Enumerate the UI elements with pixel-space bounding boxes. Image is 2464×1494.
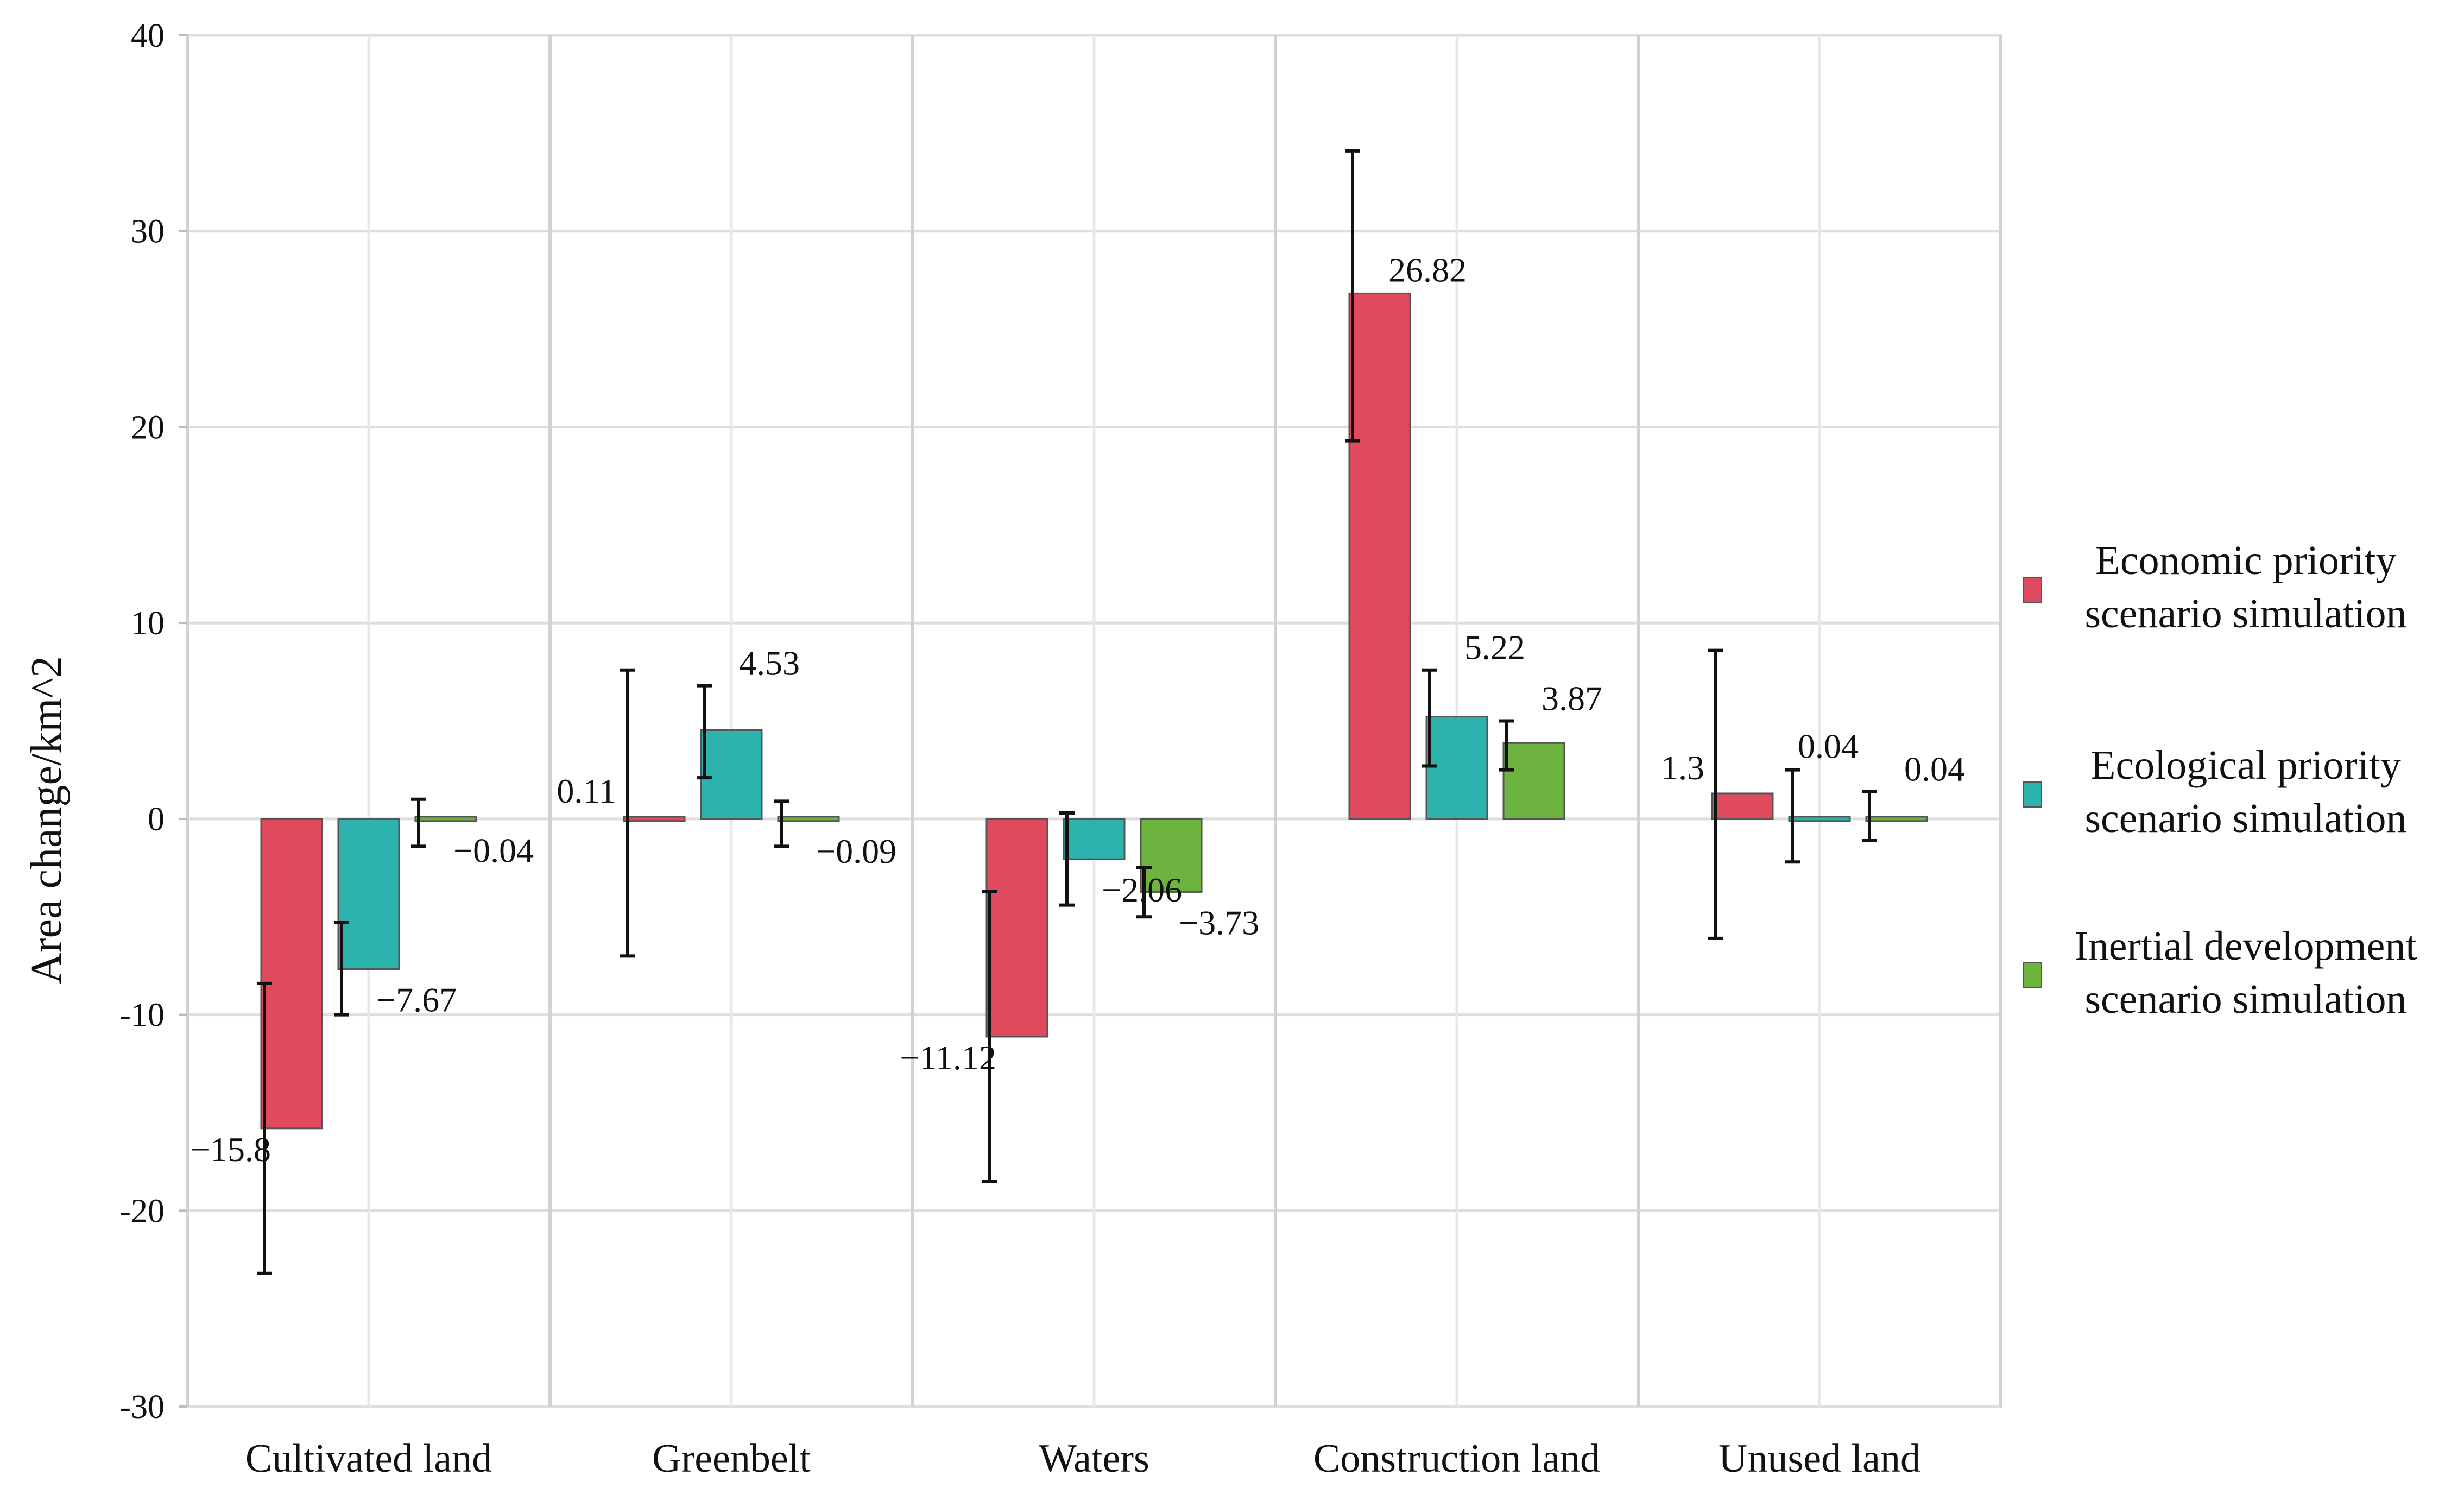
data-labels: −15.8 0.11 −11.12 26.82 1.3 −7.67 4.53 −2.06 5.2…: [191, 250, 1965, 1168]
legend: Economic priority scenario simulation Ecol…: [2023, 538, 2417, 1022]
y-tick-label: 0: [148, 801, 165, 838]
bar: [260, 818, 323, 1130]
data-label: −7.67: [376, 981, 457, 1019]
bar: [1502, 742, 1565, 820]
data-label: 4.53: [739, 644, 800, 683]
bar: [1348, 292, 1411, 820]
bar: [1788, 816, 1851, 822]
bar: [1063, 818, 1126, 860]
bar: [1425, 716, 1488, 820]
legend-label: Inertial development: [2075, 923, 2417, 969]
y-tick-label: -20: [119, 1193, 165, 1230]
data-label: −0.09: [816, 832, 896, 871]
x-category-label: Greenbelt: [652, 1436, 811, 1481]
data-label: 0.04: [1798, 727, 1859, 766]
y-tick-label: 20: [131, 409, 165, 446]
data-label: 1.3: [1661, 748, 1704, 787]
legend-swatch: [2023, 781, 2042, 808]
legend-label: Economic priority: [2095, 538, 2396, 583]
bar: [1865, 816, 1928, 822]
x-category-label: Construction land: [1313, 1436, 1600, 1481]
bar: [337, 818, 400, 970]
x-category-label: Unused land: [1719, 1436, 1920, 1481]
bar: [777, 816, 840, 822]
data-label: 5.22: [1464, 628, 1525, 667]
data-label: −2.06: [1102, 871, 1182, 909]
data-label: −0.04: [453, 831, 534, 869]
data-label: 0.04: [1904, 749, 1965, 788]
y-tick-label: -30: [119, 1389, 165, 1426]
axes: 40 30 20 10 0 -10 -20 -30 Cultivated land Greenbe…: [119, 17, 1920, 1481]
data-label: 0.11: [557, 772, 616, 810]
grid: [186, 34, 2002, 1408]
x-category-label: Cultivated land: [245, 1436, 492, 1481]
legend-swatch: [2023, 962, 2042, 988]
y-axis-label: Area change/km^2: [23, 656, 71, 984]
y-tick-label: -10: [119, 997, 165, 1034]
legend-label: scenario simulation: [2084, 976, 2406, 1022]
data-label: −11.12: [900, 1038, 996, 1077]
legend-label: scenario simulation: [2084, 796, 2406, 841]
legend-label: scenario simulation: [2084, 591, 2406, 636]
data-label: 3.87: [1541, 679, 1602, 718]
y-tick-label: 40: [131, 17, 165, 54]
bars: [257, 149, 1928, 1275]
data-label: −3.73: [1179, 903, 1259, 942]
y-tick-label: 30: [131, 213, 165, 250]
bar: [623, 816, 686, 822]
data-label: −15.8: [191, 1130, 271, 1169]
x-category-label: Waters: [1039, 1436, 1149, 1481]
bar: [1140, 818, 1203, 893]
bar: [700, 729, 763, 820]
bar: [985, 818, 1048, 1038]
legend-swatch: [2023, 577, 2042, 603]
y-tick-label: 10: [131, 605, 165, 642]
legend-label: Ecological priority: [2090, 742, 2401, 788]
bar: [414, 816, 477, 822]
data-label: 26.82: [1388, 250, 1467, 289]
bar: [1711, 792, 1774, 820]
